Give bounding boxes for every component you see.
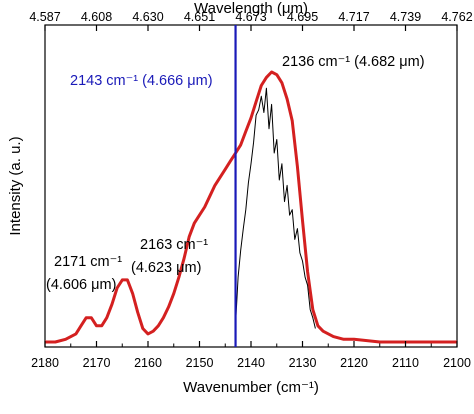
x2-tick-label: 4.630 [132,10,163,24]
x2-tick-label: 4.651 [184,10,215,24]
x2-tick-label: 4.739 [390,10,421,24]
x2-tick-label: 4.587 [29,10,60,24]
x-tick-label: 2140 [237,356,265,370]
x-tick-label: 2170 [83,356,111,370]
x2-tick-label: 4.762 [441,10,472,24]
y-axis-title: Intensity (a. u.) [7,136,24,235]
top-axis-ticks: 4.587 4.608 4.630 4.651 4.673 4.695 4.717 4.739… [29,10,473,31]
narrow-spectrum-series [235,87,316,329]
x2-tick-label: 4.673 [235,10,266,24]
broad-spectrum-series [45,70,457,344]
x-tick-label: 2110 [392,356,419,370]
x-tick-label: 2150 [186,356,214,370]
bottom-axis-ticks: 2180 2170 2160 2150 2140 2130 2120 2110 2100 [31,341,471,370]
x-tick-label: 2180 [31,356,59,370]
annotation-2171-wavelength: (4.606 μm) [46,277,116,293]
annotation-2163-wavelength: (4.623 μm) [131,260,201,276]
annotation-2143: 2143 cm⁻¹ (4.666 μm) [70,73,213,89]
x-tick-label: 2100 [443,356,471,370]
x2-tick-label: 4.717 [338,10,369,24]
x-tick-label: 2130 [289,356,317,370]
series-layer [45,70,457,344]
x-tick-label: 2120 [340,356,368,370]
x-tick-label: 2160 [134,356,162,370]
annotation-2136: 2136 cm⁻¹ (4.682 μm) [282,54,425,70]
x-axis-title: Wavenumber (cm⁻¹) [183,379,319,396]
x2-axis-title: Wavelength (μm) [194,0,308,17]
x2-tick-label: 4.695 [287,10,318,24]
x2-tick-label: 4.608 [81,10,112,24]
annotation-2171-wavenumber: 2171 cm⁻¹ [54,254,122,270]
annotation-2163-wavenumber: 2163 cm⁻¹ [140,237,208,253]
